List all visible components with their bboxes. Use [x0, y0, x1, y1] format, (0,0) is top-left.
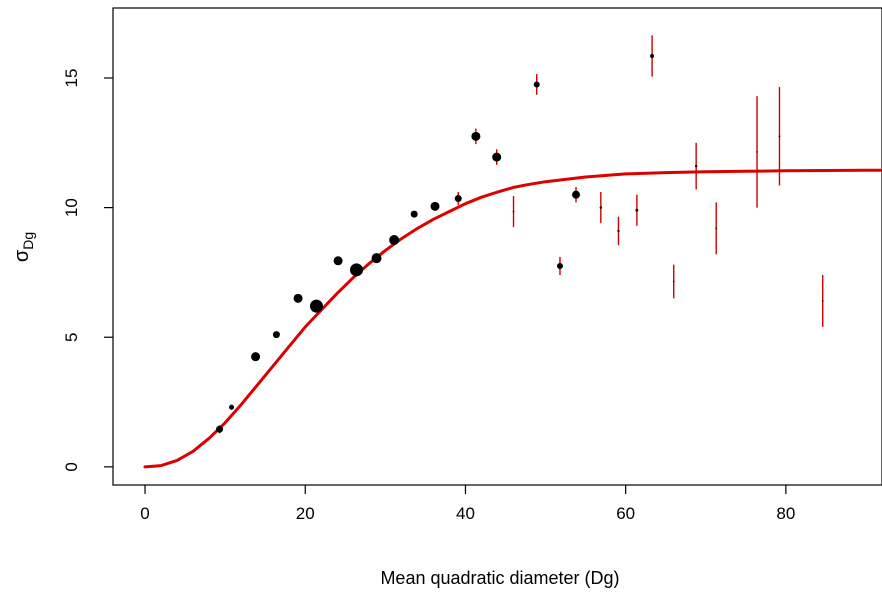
data-point — [635, 208, 639, 212]
x-axis: 0 20 40 60 80 — [140, 485, 795, 523]
data-point — [672, 280, 675, 283]
data-point — [293, 293, 303, 303]
x-tick-label: 0 — [140, 504, 149, 523]
data-point — [715, 227, 717, 230]
data-point — [778, 135, 781, 138]
data-point — [454, 195, 462, 203]
data-point — [492, 152, 502, 162]
plot-frame — [112, 7, 882, 486]
data-point — [556, 262, 563, 269]
y-axis-title-subscript: Dg — [20, 232, 36, 250]
y-axis-title-base: σ — [11, 249, 33, 262]
data-point — [694, 164, 698, 168]
svg-text:σDg: σDg — [11, 232, 36, 262]
y-tick-label: 10 — [62, 198, 81, 217]
data-point — [309, 299, 323, 313]
data-point — [471, 131, 481, 141]
y-axis-title: σDg — [11, 232, 36, 262]
fitted-curve-layer — [143, 168, 882, 469]
data-point — [512, 210, 515, 213]
y-axis: 0 5 10 15 — [62, 69, 113, 472]
data-point — [272, 331, 280, 339]
x-axis-title: Mean quadratic diameter (Dg) — [380, 568, 619, 588]
data-point — [430, 201, 440, 211]
data-point — [389, 235, 400, 246]
data-point — [756, 151, 758, 153]
data-point — [572, 190, 581, 199]
x-tick-label: 20 — [296, 504, 315, 523]
data-point — [371, 253, 382, 264]
y-tick-label: 5 — [62, 332, 81, 341]
data-point — [533, 81, 540, 88]
data-point — [350, 263, 364, 277]
data-point — [650, 53, 655, 58]
point-layer — [216, 53, 824, 433]
x-tick-label: 60 — [616, 504, 635, 523]
y-tick-label: 15 — [62, 69, 81, 88]
data-point — [599, 206, 603, 209]
x-tick-label: 40 — [456, 504, 475, 523]
data-point — [821, 300, 824, 302]
y-tick-label: 0 — [62, 462, 81, 471]
fitted-curve — [143, 168, 882, 469]
x-tick-label: 80 — [776, 504, 795, 523]
data-point — [617, 229, 620, 233]
data-point — [251, 352, 261, 362]
data-point — [216, 425, 224, 433]
data-point — [333, 256, 343, 266]
data-point — [229, 404, 235, 410]
data-point — [410, 210, 418, 218]
